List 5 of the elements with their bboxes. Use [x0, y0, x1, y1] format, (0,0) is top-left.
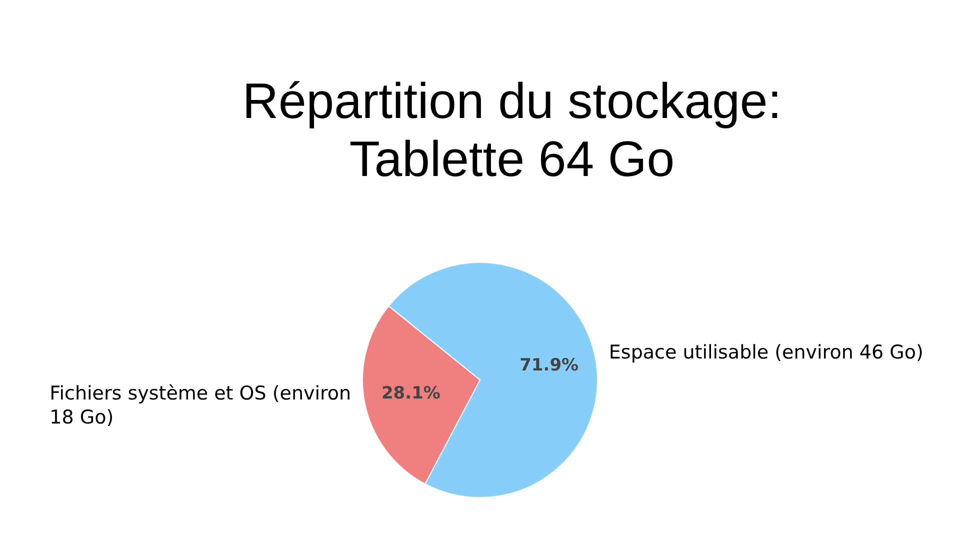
slice-label: Fichiers système et OS (environ 18 Go): [50, 382, 352, 428]
data-label: 71.9%: [520, 355, 579, 376]
slice-label: Espace utilisable (environ 46 Go): [608, 342, 924, 364]
chart-title: Répartition du stockage: Tablette 64 Go: [241, 72, 783, 188]
data-label: 28.1%: [381, 384, 440, 404]
